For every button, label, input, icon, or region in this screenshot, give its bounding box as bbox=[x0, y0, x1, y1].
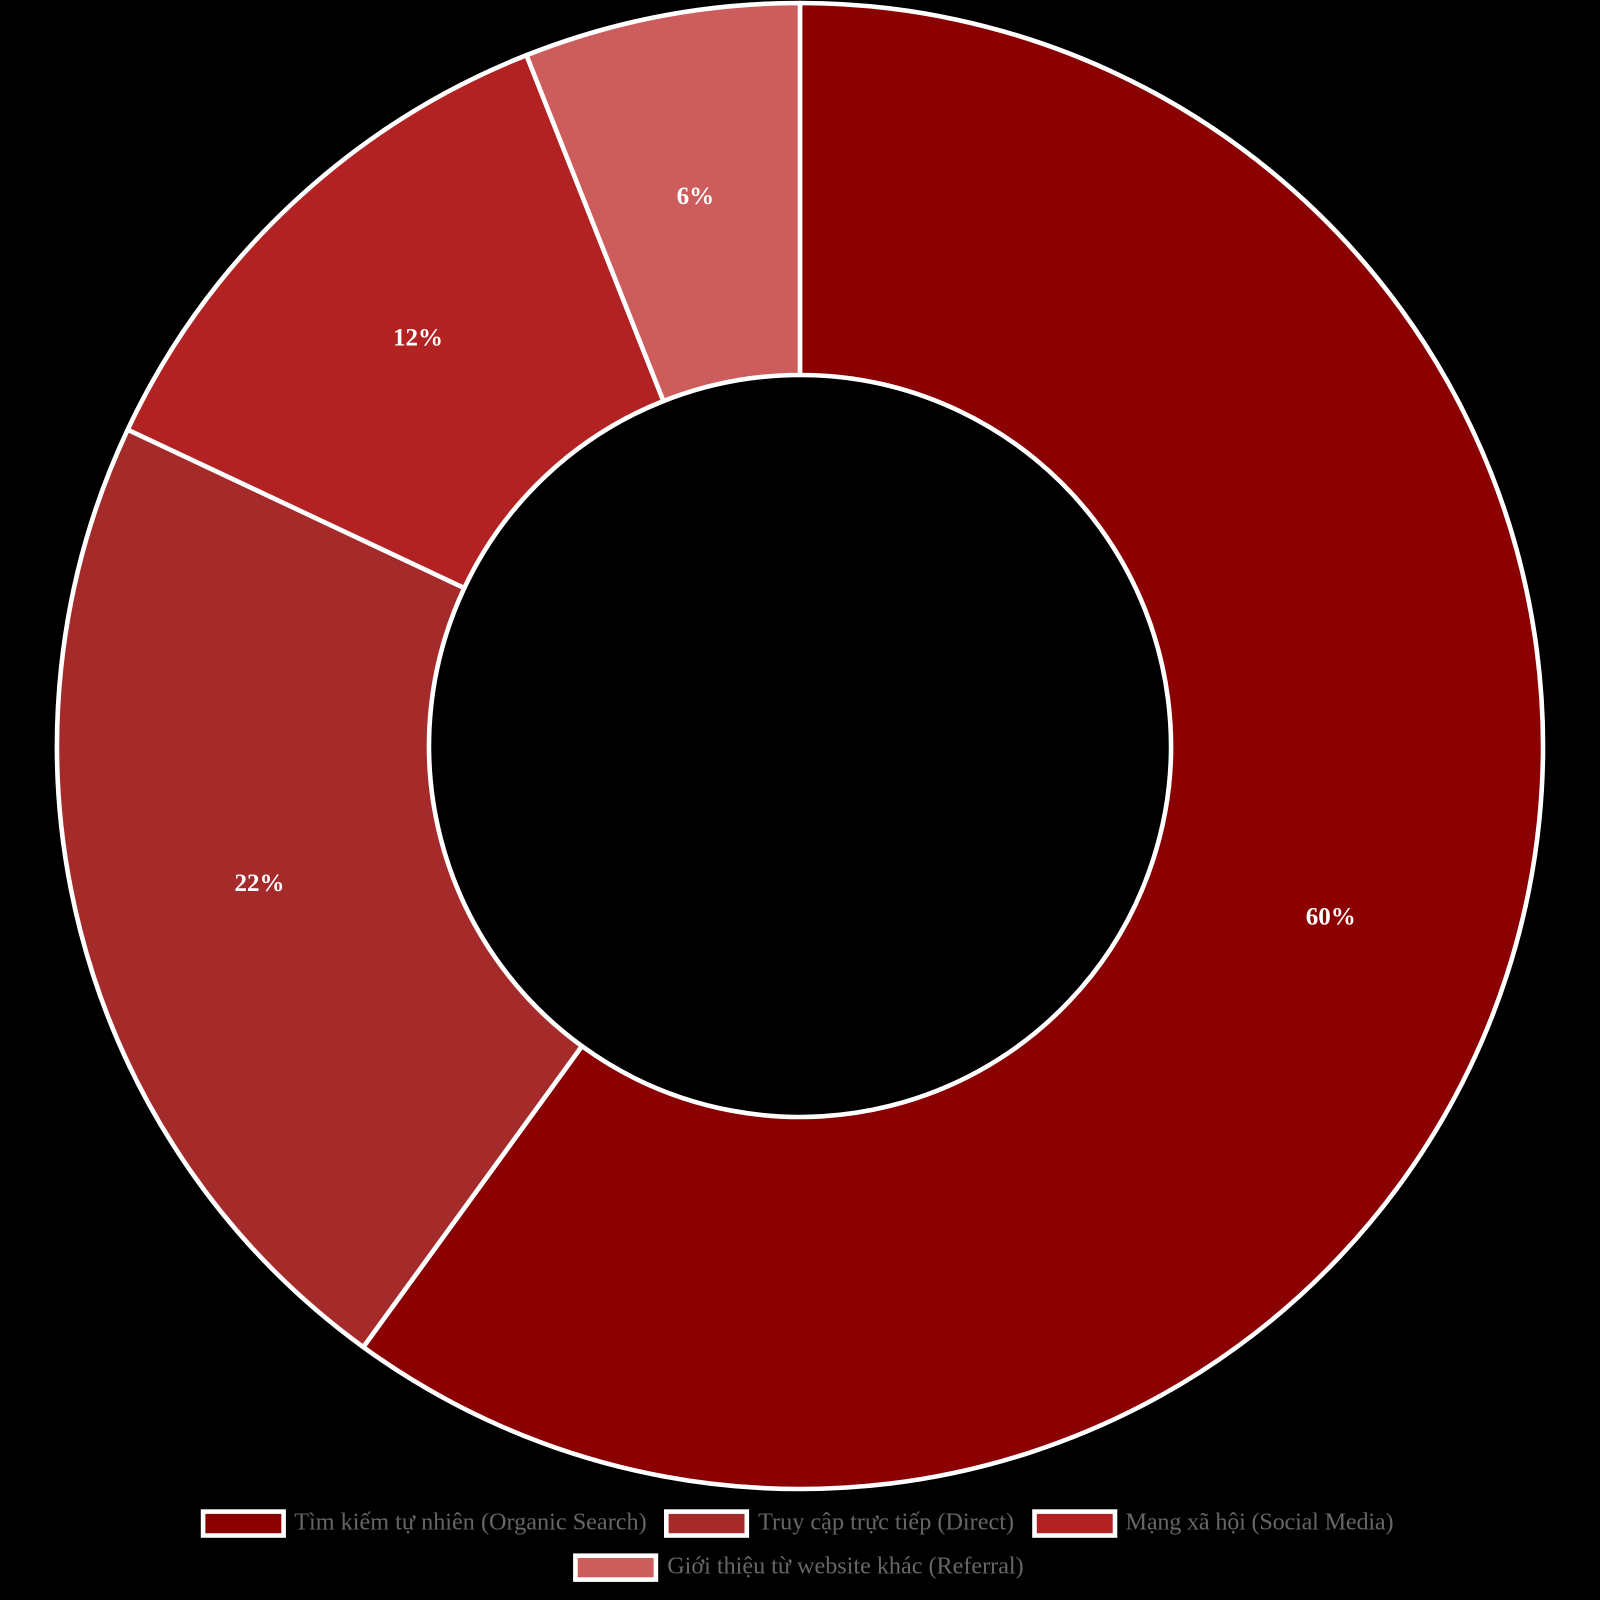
svg-text:60%: 60% bbox=[1306, 904, 1356, 931]
svg-text:12%: 12% bbox=[393, 324, 443, 351]
svg-text:Giới thiệu từ website khác (Re: Giới thiệu từ website khác (Referral) bbox=[667, 1553, 1024, 1580]
svg-text:Tìm kiếm tự nhiên (Organic Sea: Tìm kiếm tự nhiên (Organic Search) bbox=[294, 1509, 647, 1536]
svg-text:22%: 22% bbox=[235, 870, 285, 897]
svg-text:Mạng xã hội (Social Media): Mạng xã hội (Social Media) bbox=[1126, 1509, 1394, 1536]
svg-text:6%: 6% bbox=[677, 183, 715, 210]
svg-text:Truy cập trực tiếp (Direct): Truy cập trực tiếp (Direct) bbox=[758, 1509, 1014, 1536]
